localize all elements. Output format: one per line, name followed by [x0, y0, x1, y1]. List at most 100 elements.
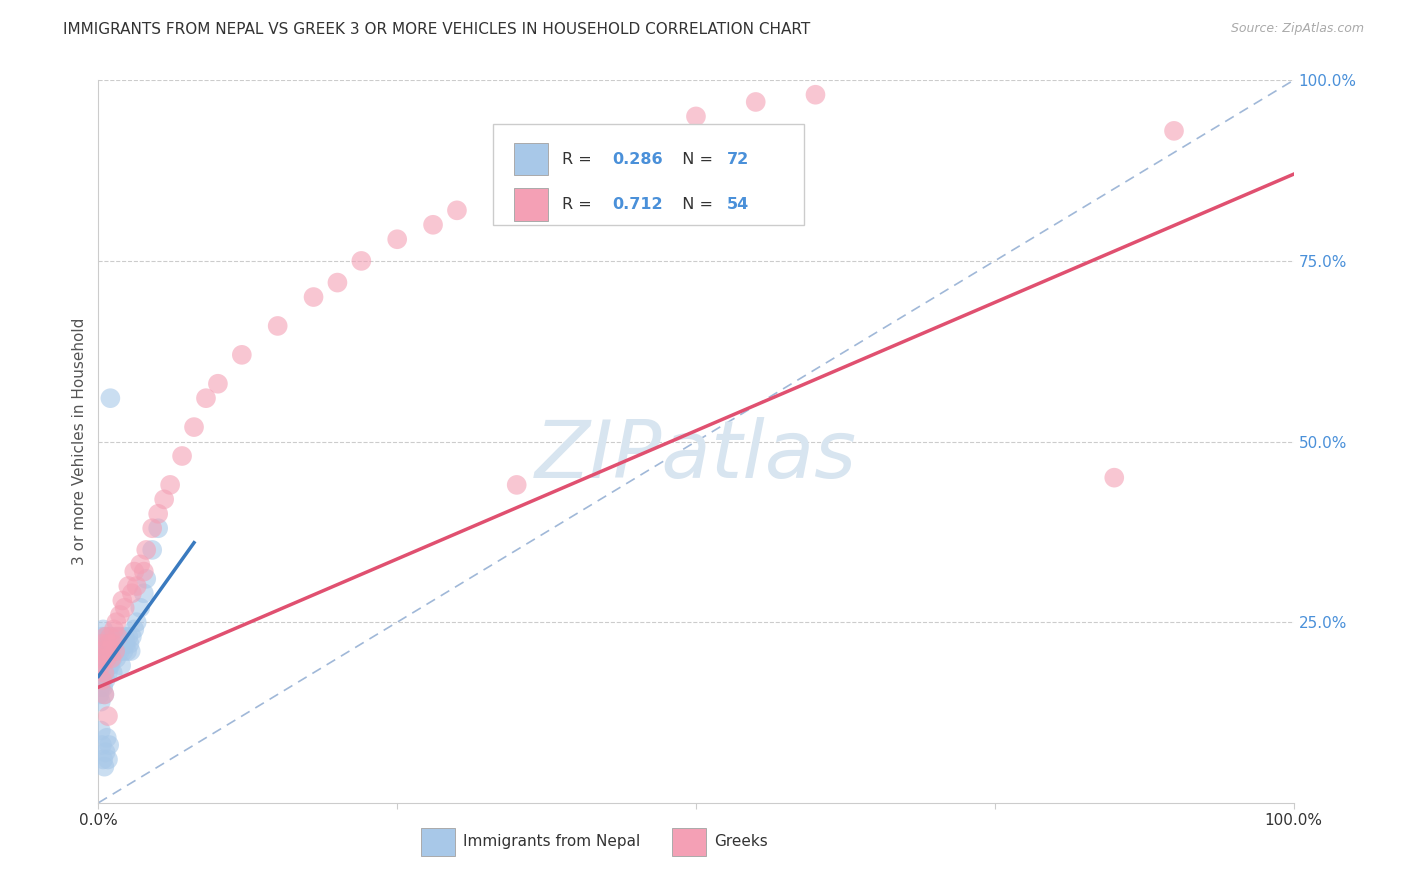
Text: R =: R =	[562, 152, 598, 167]
Point	[125, 579, 148, 593]
Text: N =: N =	[672, 197, 718, 212]
Point	[302, 290, 325, 304]
Point	[117, 579, 139, 593]
Point	[195, 391, 218, 405]
Point	[89, 673, 111, 687]
Point	[153, 492, 176, 507]
Point	[385, 232, 409, 246]
Point	[98, 644, 121, 658]
Point	[91, 644, 114, 658]
Point	[91, 637, 114, 651]
Point	[105, 637, 128, 651]
Text: Immigrants from Nepal: Immigrants from Nepal	[463, 834, 640, 849]
Point	[90, 637, 112, 651]
Point	[117, 630, 139, 644]
Point	[89, 658, 111, 673]
Point	[93, 651, 115, 665]
Point	[804, 87, 827, 102]
Point	[89, 651, 111, 665]
Text: N =: N =	[672, 152, 718, 167]
Point	[100, 637, 122, 651]
Point	[183, 420, 205, 434]
Point	[89, 644, 111, 658]
Point	[172, 449, 194, 463]
Point	[90, 695, 112, 709]
Point	[91, 680, 114, 694]
Point	[118, 637, 141, 651]
Point	[89, 687, 111, 701]
Point	[94, 745, 117, 759]
Point	[120, 644, 142, 658]
Point	[129, 600, 152, 615]
Point	[96, 630, 118, 644]
Point	[93, 687, 115, 701]
Point	[114, 630, 136, 644]
Point	[506, 478, 529, 492]
Point	[94, 630, 117, 644]
Point	[104, 644, 127, 658]
Point	[422, 218, 444, 232]
Point	[141, 521, 163, 535]
Point	[159, 478, 181, 492]
Point	[148, 521, 170, 535]
Point	[91, 673, 114, 687]
Point	[685, 110, 707, 124]
Point	[93, 637, 115, 651]
Point	[93, 687, 115, 701]
Point	[1104, 470, 1126, 484]
Point	[105, 651, 128, 665]
Point	[135, 542, 157, 557]
Point	[111, 593, 134, 607]
Point	[98, 630, 122, 644]
Point	[114, 600, 136, 615]
Point	[91, 752, 114, 766]
Point	[207, 376, 229, 391]
Point	[103, 623, 125, 637]
Point	[141, 542, 163, 557]
Point	[1163, 124, 1185, 138]
Point	[115, 644, 138, 658]
Point	[124, 565, 146, 579]
FancyBboxPatch shape	[672, 828, 706, 855]
Point	[90, 665, 112, 680]
Point	[90, 680, 112, 694]
Point	[96, 731, 118, 745]
Point	[326, 276, 349, 290]
Point	[91, 623, 114, 637]
Point	[350, 253, 373, 268]
Point	[107, 630, 129, 644]
Point	[121, 586, 143, 600]
Point	[96, 658, 118, 673]
Point	[111, 637, 134, 651]
Point	[91, 665, 114, 680]
Point	[91, 644, 114, 658]
Point	[267, 318, 290, 333]
Point	[103, 630, 125, 644]
Point	[108, 644, 131, 658]
Point	[148, 507, 170, 521]
Point	[90, 651, 112, 665]
Point	[101, 651, 124, 665]
Point	[96, 644, 118, 658]
Point	[132, 586, 155, 600]
Point	[121, 630, 143, 644]
Point	[98, 738, 121, 752]
Point	[97, 637, 120, 651]
Y-axis label: 3 or more Vehicles in Household: 3 or more Vehicles in Household	[72, 318, 87, 566]
Point	[626, 131, 648, 145]
Point	[91, 738, 114, 752]
Point	[97, 709, 120, 723]
Point	[97, 637, 120, 651]
FancyBboxPatch shape	[515, 143, 548, 176]
Text: ZIPatlas: ZIPatlas	[534, 417, 858, 495]
Point	[98, 630, 122, 644]
Point	[91, 673, 114, 687]
Point	[100, 651, 122, 665]
Point	[135, 572, 157, 586]
Point	[745, 95, 768, 109]
FancyBboxPatch shape	[494, 124, 804, 225]
Text: Source: ZipAtlas.com: Source: ZipAtlas.com	[1230, 22, 1364, 36]
Point	[94, 658, 117, 673]
Point	[97, 665, 120, 680]
Text: R =: R =	[562, 197, 598, 212]
